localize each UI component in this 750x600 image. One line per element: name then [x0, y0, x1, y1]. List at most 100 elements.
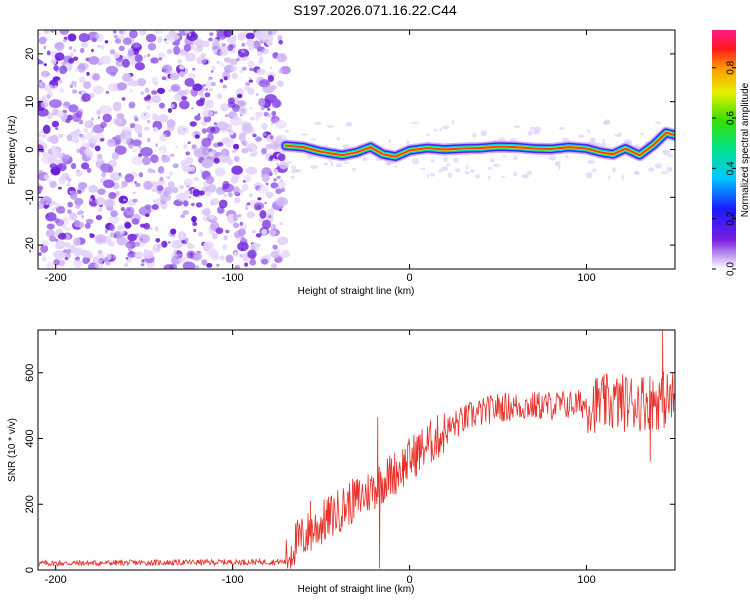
- noise-blob: [120, 135, 132, 144]
- noise-blob: [74, 197, 84, 206]
- noise-blob: [138, 234, 151, 244]
- noise-blob: [239, 106, 248, 116]
- noise-blob: [345, 122, 353, 127]
- noise-blob: [183, 44, 192, 52]
- noise-blob: [470, 169, 475, 173]
- noise-blob: [105, 229, 109, 233]
- noise-blob: [43, 45, 47, 50]
- noise-blob: [73, 219, 81, 228]
- noise-blob: [438, 169, 444, 173]
- noise-blob: [83, 128, 89, 133]
- noise-blob: [206, 126, 216, 134]
- y-tick-label: 0: [24, 146, 36, 152]
- noise-blob: [155, 143, 159, 148]
- noise-blob: [204, 92, 211, 98]
- noise-blob: [112, 255, 116, 259]
- noise-blob: [269, 172, 273, 177]
- noise-blob: [38, 132, 42, 138]
- noise-blob: [270, 182, 279, 189]
- noise-blob: [53, 250, 66, 260]
- noise-blob: [223, 76, 228, 81]
- x-tick-label: 100: [577, 272, 595, 284]
- noise-blob: [216, 263, 220, 267]
- noise-blob: [97, 153, 103, 159]
- noise-blob: [205, 191, 212, 197]
- noise-blob: [69, 212, 78, 221]
- noise-blob: [502, 154, 507, 158]
- noise-blob: [277, 236, 289, 246]
- noise-blob: [164, 40, 169, 45]
- noise-blob: [225, 254, 234, 263]
- noise-blob: [170, 84, 181, 92]
- noise-blob: [192, 67, 196, 71]
- noise-blob: [241, 42, 246, 47]
- noise-blob: [67, 33, 77, 42]
- noise-blob: [412, 158, 420, 165]
- noise-blob: [55, 203, 61, 208]
- noise-blob: [42, 124, 51, 134]
- noise-blob: [73, 49, 77, 53]
- noise-blob: [587, 160, 595, 164]
- noise-blob: [47, 91, 54, 98]
- noise-blob: [270, 135, 274, 140]
- noise-blob: [198, 232, 204, 237]
- noise-blob: [97, 188, 106, 195]
- noise-blob: [73, 56, 79, 61]
- noise-blob: [89, 233, 93, 237]
- noise-blob: [158, 114, 169, 123]
- noise-blob: [521, 174, 529, 179]
- noise-blob: [655, 163, 662, 169]
- noise-blob: [351, 167, 356, 171]
- noise-blob: [228, 129, 235, 136]
- noise-blob: [157, 178, 166, 186]
- noise-blob: [291, 175, 294, 180]
- noise-blob: [151, 204, 159, 210]
- noise-blob: [245, 141, 249, 144]
- noise-blob: [50, 134, 59, 144]
- noise-blob: [134, 62, 145, 71]
- noise-blob: [179, 64, 185, 70]
- noise-blob: [69, 190, 72, 194]
- noise-blob: [261, 173, 270, 183]
- noise-blob: [167, 89, 172, 92]
- noise-blob: [90, 72, 101, 82]
- noise-blob: [237, 228, 246, 236]
- noise-blob: [177, 59, 182, 64]
- noise-blob: [255, 93, 259, 96]
- noise-blob: [139, 30, 147, 36]
- noise-blob: [188, 73, 196, 80]
- noise-blob: [607, 176, 611, 180]
- noise-blob: [248, 79, 253, 83]
- noise-blob: [184, 78, 195, 87]
- noise-blob: [162, 65, 169, 73]
- noise-blob: [45, 229, 56, 238]
- x-tick-label: 0: [407, 272, 413, 284]
- noise-blob: [172, 249, 177, 254]
- noise-blob: [464, 171, 470, 175]
- noise-blob: [501, 175, 505, 178]
- noise-blob: [167, 181, 175, 188]
- noise-blob: [74, 128, 81, 136]
- snr-x-label: Height of straight line (km): [298, 584, 415, 595]
- noise-blob: [75, 68, 80, 72]
- noise-blob: [116, 237, 128, 246]
- noise-blob: [129, 251, 133, 255]
- noise-blob: [249, 47, 253, 51]
- noise-blob: [91, 117, 94, 121]
- noise-blob: [145, 33, 157, 43]
- noise-blob: [149, 227, 153, 230]
- noise-blob: [272, 244, 278, 250]
- noise-blob: [261, 219, 272, 230]
- noise-blob: [239, 253, 244, 258]
- noise-blob: [276, 80, 284, 87]
- noise-blob: [202, 109, 214, 118]
- noise-blob: [465, 164, 469, 170]
- noise-blob: [427, 173, 430, 179]
- noise-blob: [85, 131, 94, 141]
- noise-blob: [76, 210, 82, 216]
- noise-blob: [261, 229, 268, 235]
- noise-blob: [189, 121, 197, 127]
- noise-blob: [411, 121, 420, 124]
- noise-blob: [112, 101, 122, 112]
- noise-blob: [184, 190, 191, 195]
